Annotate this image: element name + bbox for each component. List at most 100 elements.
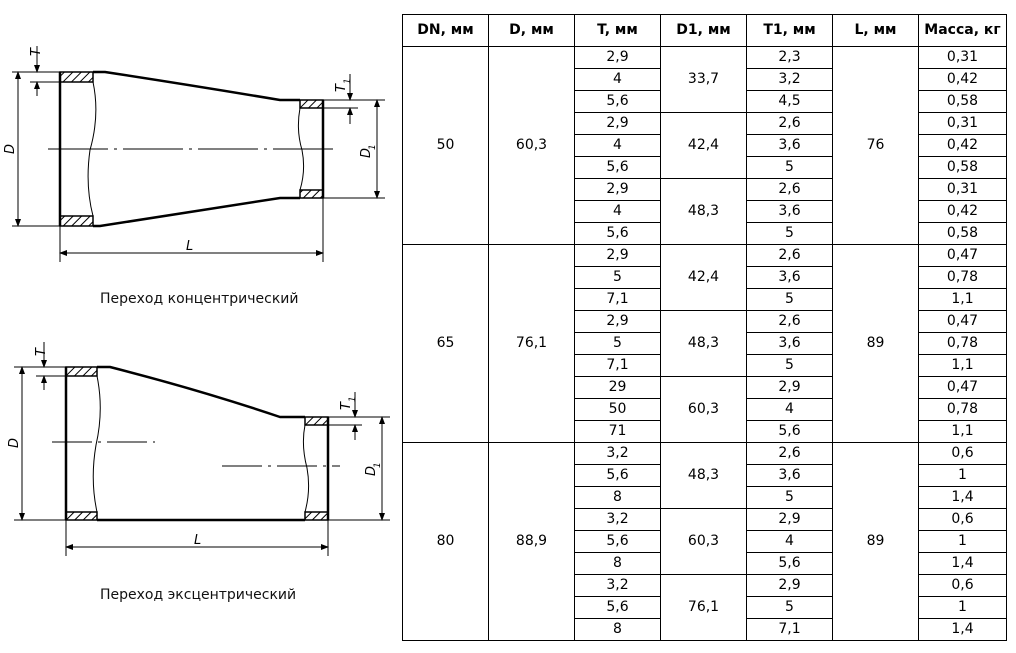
cell-t1: 3,6 — [746, 266, 833, 289]
cell-t: 2,9 — [574, 46, 661, 69]
table-row: 4 3,6 0,42 — [403, 134, 1007, 157]
cell-t1: 5,6 — [746, 420, 833, 443]
table-row: 80 88,9 3,2 48,3 2,6 89 0,6 — [402, 442, 1007, 641]
cell-t: 3,2 — [574, 574, 661, 597]
cell-t1: 3,6 — [746, 134, 833, 157]
table-row: 50 60,3 2,9 33,7 2,3 76 0,31 — [402, 46, 1007, 245]
column-header: DN, мм — [402, 14, 489, 47]
label-l: L — [186, 239, 193, 254]
cell-d1: 48,3 — [660, 442, 747, 509]
cell-mass: 0,78 — [918, 266, 1007, 289]
cell-mass: 1,1 — [918, 288, 1007, 311]
cell-t1: 2,9 — [746, 574, 833, 597]
cell-d1: 60,3 — [660, 376, 747, 443]
cell-t: 5,6 — [574, 596, 661, 619]
cell-t: 7,1 — [574, 288, 661, 311]
cell-mass: 1,1 — [918, 354, 1007, 377]
cell-mass: 0,31 — [918, 112, 1007, 135]
label-t1-sub: 1 — [343, 78, 353, 84]
table-row: 29 60,3 2,9 0,47 — [403, 376, 1007, 443]
table-row: 71 5,6 1,1 — [403, 420, 1007, 443]
cell-t1: 3,6 — [746, 464, 833, 487]
cell-t: 29 — [574, 376, 661, 399]
cell-t1: 5 — [746, 288, 833, 311]
cell-t: 5,6 — [574, 464, 661, 487]
label-d1: D — [359, 148, 374, 158]
cell-t1: 2,9 — [746, 376, 833, 399]
label-t1: T — [334, 83, 349, 92]
label-t: T — [34, 347, 49, 356]
cell-mass: 0,78 — [918, 398, 1007, 421]
cell-t1: 5 — [746, 486, 833, 509]
cell-t1: 2,6 — [746, 178, 833, 201]
column-header: D1, мм — [660, 14, 747, 47]
table-row: 8 7,1 1,4 — [403, 618, 1007, 641]
table-row: 2,9 42,4 2,6 0,31 — [403, 112, 1007, 179]
cell-t1: 3,6 — [746, 200, 833, 223]
cell-mass: 0,42 — [918, 200, 1007, 223]
cell-dn: 50 — [402, 46, 489, 245]
cell-t: 5 — [574, 332, 661, 355]
cell-mass: 1,4 — [918, 552, 1007, 575]
cell-t: 2,9 — [574, 310, 661, 333]
cell-d1: 42,4 — [660, 244, 747, 311]
cell-d1: 33,7 — [660, 46, 747, 113]
cell-t: 5,6 — [574, 222, 661, 245]
column-header: T, мм — [574, 14, 661, 47]
column-header: Масса, кг — [918, 14, 1007, 47]
table-row: 8 5 1,4 — [403, 486, 1007, 509]
eccentric-reducer-drawing — [14, 342, 390, 556]
column-header: D, мм — [488, 14, 575, 47]
column-header: T1, мм — [746, 14, 833, 47]
cell-mass: 0,58 — [918, 90, 1007, 113]
table-row: 5 3,6 0,78 — [403, 332, 1007, 355]
cell-t1: 2,6 — [746, 310, 833, 333]
table-row: 2,9 48,3 2,6 0,31 — [403, 178, 1007, 245]
cell-t: 5,6 — [574, 156, 661, 179]
cell-mass: 1,4 — [918, 486, 1007, 509]
cell-t: 50 — [574, 398, 661, 421]
cell-t: 71 — [574, 420, 661, 443]
concentric-reducer-drawing — [12, 46, 385, 262]
cell-t: 3,2 — [574, 442, 661, 465]
cell-d1: 76,1 — [660, 574, 747, 641]
cell-mass: 0,42 — [918, 134, 1007, 157]
cell-t: 4 — [574, 68, 661, 91]
cell-d: 76,1 — [488, 244, 575, 443]
cell-t1: 5 — [746, 156, 833, 179]
cell-t1: 4,5 — [746, 90, 833, 113]
cell-t: 8 — [574, 618, 661, 641]
cell-dn: 80 — [402, 442, 489, 641]
label-d1-sub: 1 — [373, 462, 383, 468]
cell-l: 89 — [832, 442, 919, 641]
table-row: 5 3,6 0,78 — [403, 266, 1007, 289]
cell-l: 89 — [832, 244, 919, 443]
cell-mass: 0,58 — [918, 156, 1007, 179]
cell-t: 4 — [574, 134, 661, 157]
table-row: 5,6 4,5 0,58 — [403, 90, 1007, 113]
cell-mass: 0,31 — [918, 178, 1007, 201]
cell-mass: 0,6 — [918, 574, 1007, 597]
reducer-dimensions-table: DN, мм D, мм T, мм D1, мм T1, мм L, мм Масса, … — [402, 14, 1007, 641]
cell-t: 8 — [574, 552, 661, 575]
cell-mass: 0,6 — [918, 442, 1007, 465]
cell-t1: 2,6 — [746, 244, 833, 267]
cell-d1: 48,3 — [660, 310, 747, 377]
cell-t1: 5 — [746, 596, 833, 619]
column-header: L, мм — [832, 14, 919, 47]
cell-t: 2,9 — [574, 178, 661, 201]
cell-mass: 0,47 — [918, 244, 1007, 267]
caption-eccentric: Переход эксцентрический — [100, 587, 297, 603]
cell-t1: 2,3 — [746, 46, 833, 69]
cell-t1: 4 — [746, 530, 833, 553]
drawings: T D L T 1 D 1 T D L T 1 D 1 — [3, 46, 390, 556]
table-row: 5,6 5 0,58 — [403, 222, 1007, 245]
cell-mass: 0,42 — [918, 68, 1007, 91]
cell-d1: 42,4 — [660, 112, 747, 179]
label-t: T — [29, 47, 44, 56]
label-t1: T — [339, 401, 354, 410]
cell-t: 5 — [574, 266, 661, 289]
label-l: L — [194, 533, 201, 548]
label-t1-sub: 1 — [348, 396, 358, 402]
cell-t: 5,6 — [574, 90, 661, 113]
